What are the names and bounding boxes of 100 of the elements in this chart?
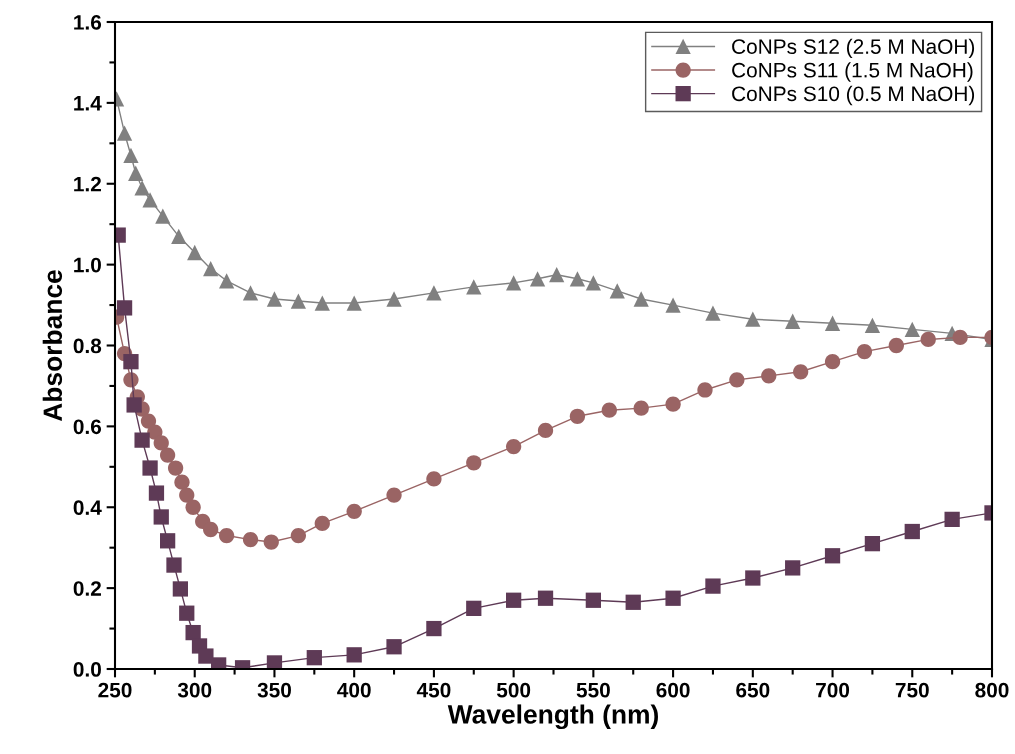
point — [785, 313, 801, 329]
point — [585, 592, 601, 608]
point — [537, 422, 554, 439]
point — [172, 581, 189, 597]
y-tick-label: 0.6 — [73, 419, 102, 435]
point — [290, 527, 307, 544]
point — [263, 534, 279, 550]
point — [793, 364, 809, 380]
point — [306, 650, 322, 666]
point — [314, 515, 330, 532]
point — [426, 620, 442, 637]
point — [386, 291, 402, 307]
point — [134, 432, 150, 448]
point — [140, 413, 157, 429]
point — [785, 560, 801, 576]
point — [153, 435, 169, 451]
point — [506, 592, 522, 608]
point — [266, 291, 283, 307]
point — [824, 315, 841, 331]
point — [569, 271, 586, 287]
point — [633, 400, 649, 416]
legend-label: CoNPs S10 (0.5 M NaOH) — [732, 85, 975, 106]
x-axis-title: Wavelength (nm) — [447, 704, 658, 730]
point — [218, 273, 235, 289]
x-tick-label: 650 — [736, 682, 770, 698]
x-tick-label: 750 — [895, 682, 929, 698]
y-tick-label: 0.2 — [73, 581, 101, 596]
point — [705, 305, 721, 321]
y-tick-label: 0.4 — [73, 500, 102, 515]
point — [142, 192, 158, 208]
point — [625, 594, 641, 610]
point — [824, 354, 841, 370]
point — [506, 275, 522, 291]
y-tick-label: 1.6 — [74, 15, 102, 30]
point — [185, 624, 201, 641]
point — [697, 382, 713, 398]
y-tick-label: 1.4 — [74, 96, 102, 111]
point — [466, 455, 482, 471]
x-tick-label: 800 — [975, 682, 1009, 698]
x-tick-label: 250 — [98, 682, 132, 698]
point — [159, 533, 176, 549]
y-tick-label: 0.8 — [73, 338, 102, 354]
point — [386, 487, 402, 503]
point — [198, 648, 214, 664]
point — [148, 485, 165, 501]
point — [944, 511, 960, 528]
point — [266, 655, 283, 669]
point — [123, 147, 139, 164]
point — [633, 291, 649, 307]
point — [153, 509, 169, 525]
x-tick-label: 350 — [257, 682, 291, 698]
point — [665, 590, 681, 606]
point — [729, 372, 745, 388]
x-tick-label: 300 — [177, 682, 212, 698]
point — [116, 125, 133, 141]
point — [242, 531, 259, 548]
point — [174, 474, 190, 490]
point — [549, 267, 565, 283]
point — [242, 285, 259, 301]
point — [920, 331, 936, 348]
point — [218, 527, 235, 544]
point — [665, 297, 681, 313]
point — [185, 499, 201, 515]
point — [537, 590, 554, 606]
point — [386, 639, 402, 655]
point — [888, 337, 904, 354]
point — [705, 578, 721, 594]
point — [585, 275, 601, 291]
x-tick-label: 700 — [816, 682, 850, 698]
point — [159, 447, 176, 463]
x-tick-label: 500 — [496, 682, 531, 698]
point — [314, 295, 330, 311]
point — [126, 397, 142, 413]
x-tick-label: 600 — [656, 682, 690, 698]
point — [179, 605, 195, 621]
point — [290, 293, 307, 309]
x-tick-label: 550 — [576, 682, 610, 698]
point — [904, 321, 920, 337]
point — [745, 570, 761, 586]
x-tick-label: 450 — [416, 682, 451, 698]
point — [346, 503, 362, 519]
point — [824, 548, 841, 564]
x-tick-label: 400 — [337, 682, 371, 698]
legend-label: CoNPs S11 (1.5 M NaOH) — [732, 62, 973, 82]
point — [856, 343, 873, 360]
y-tick-label: 1.0 — [74, 257, 101, 273]
point — [529, 271, 546, 287]
point — [952, 329, 968, 346]
point — [609, 283, 625, 299]
point — [142, 460, 158, 476]
legend-label: CoNPs S12 (2.5 M NaOH) — [732, 38, 975, 59]
point — [601, 402, 617, 418]
point — [426, 285, 442, 301]
point — [203, 521, 219, 538]
point — [665, 396, 681, 412]
point — [569, 408, 586, 424]
point — [166, 557, 182, 573]
point — [179, 487, 195, 503]
point — [466, 600, 482, 616]
point — [167, 460, 184, 476]
